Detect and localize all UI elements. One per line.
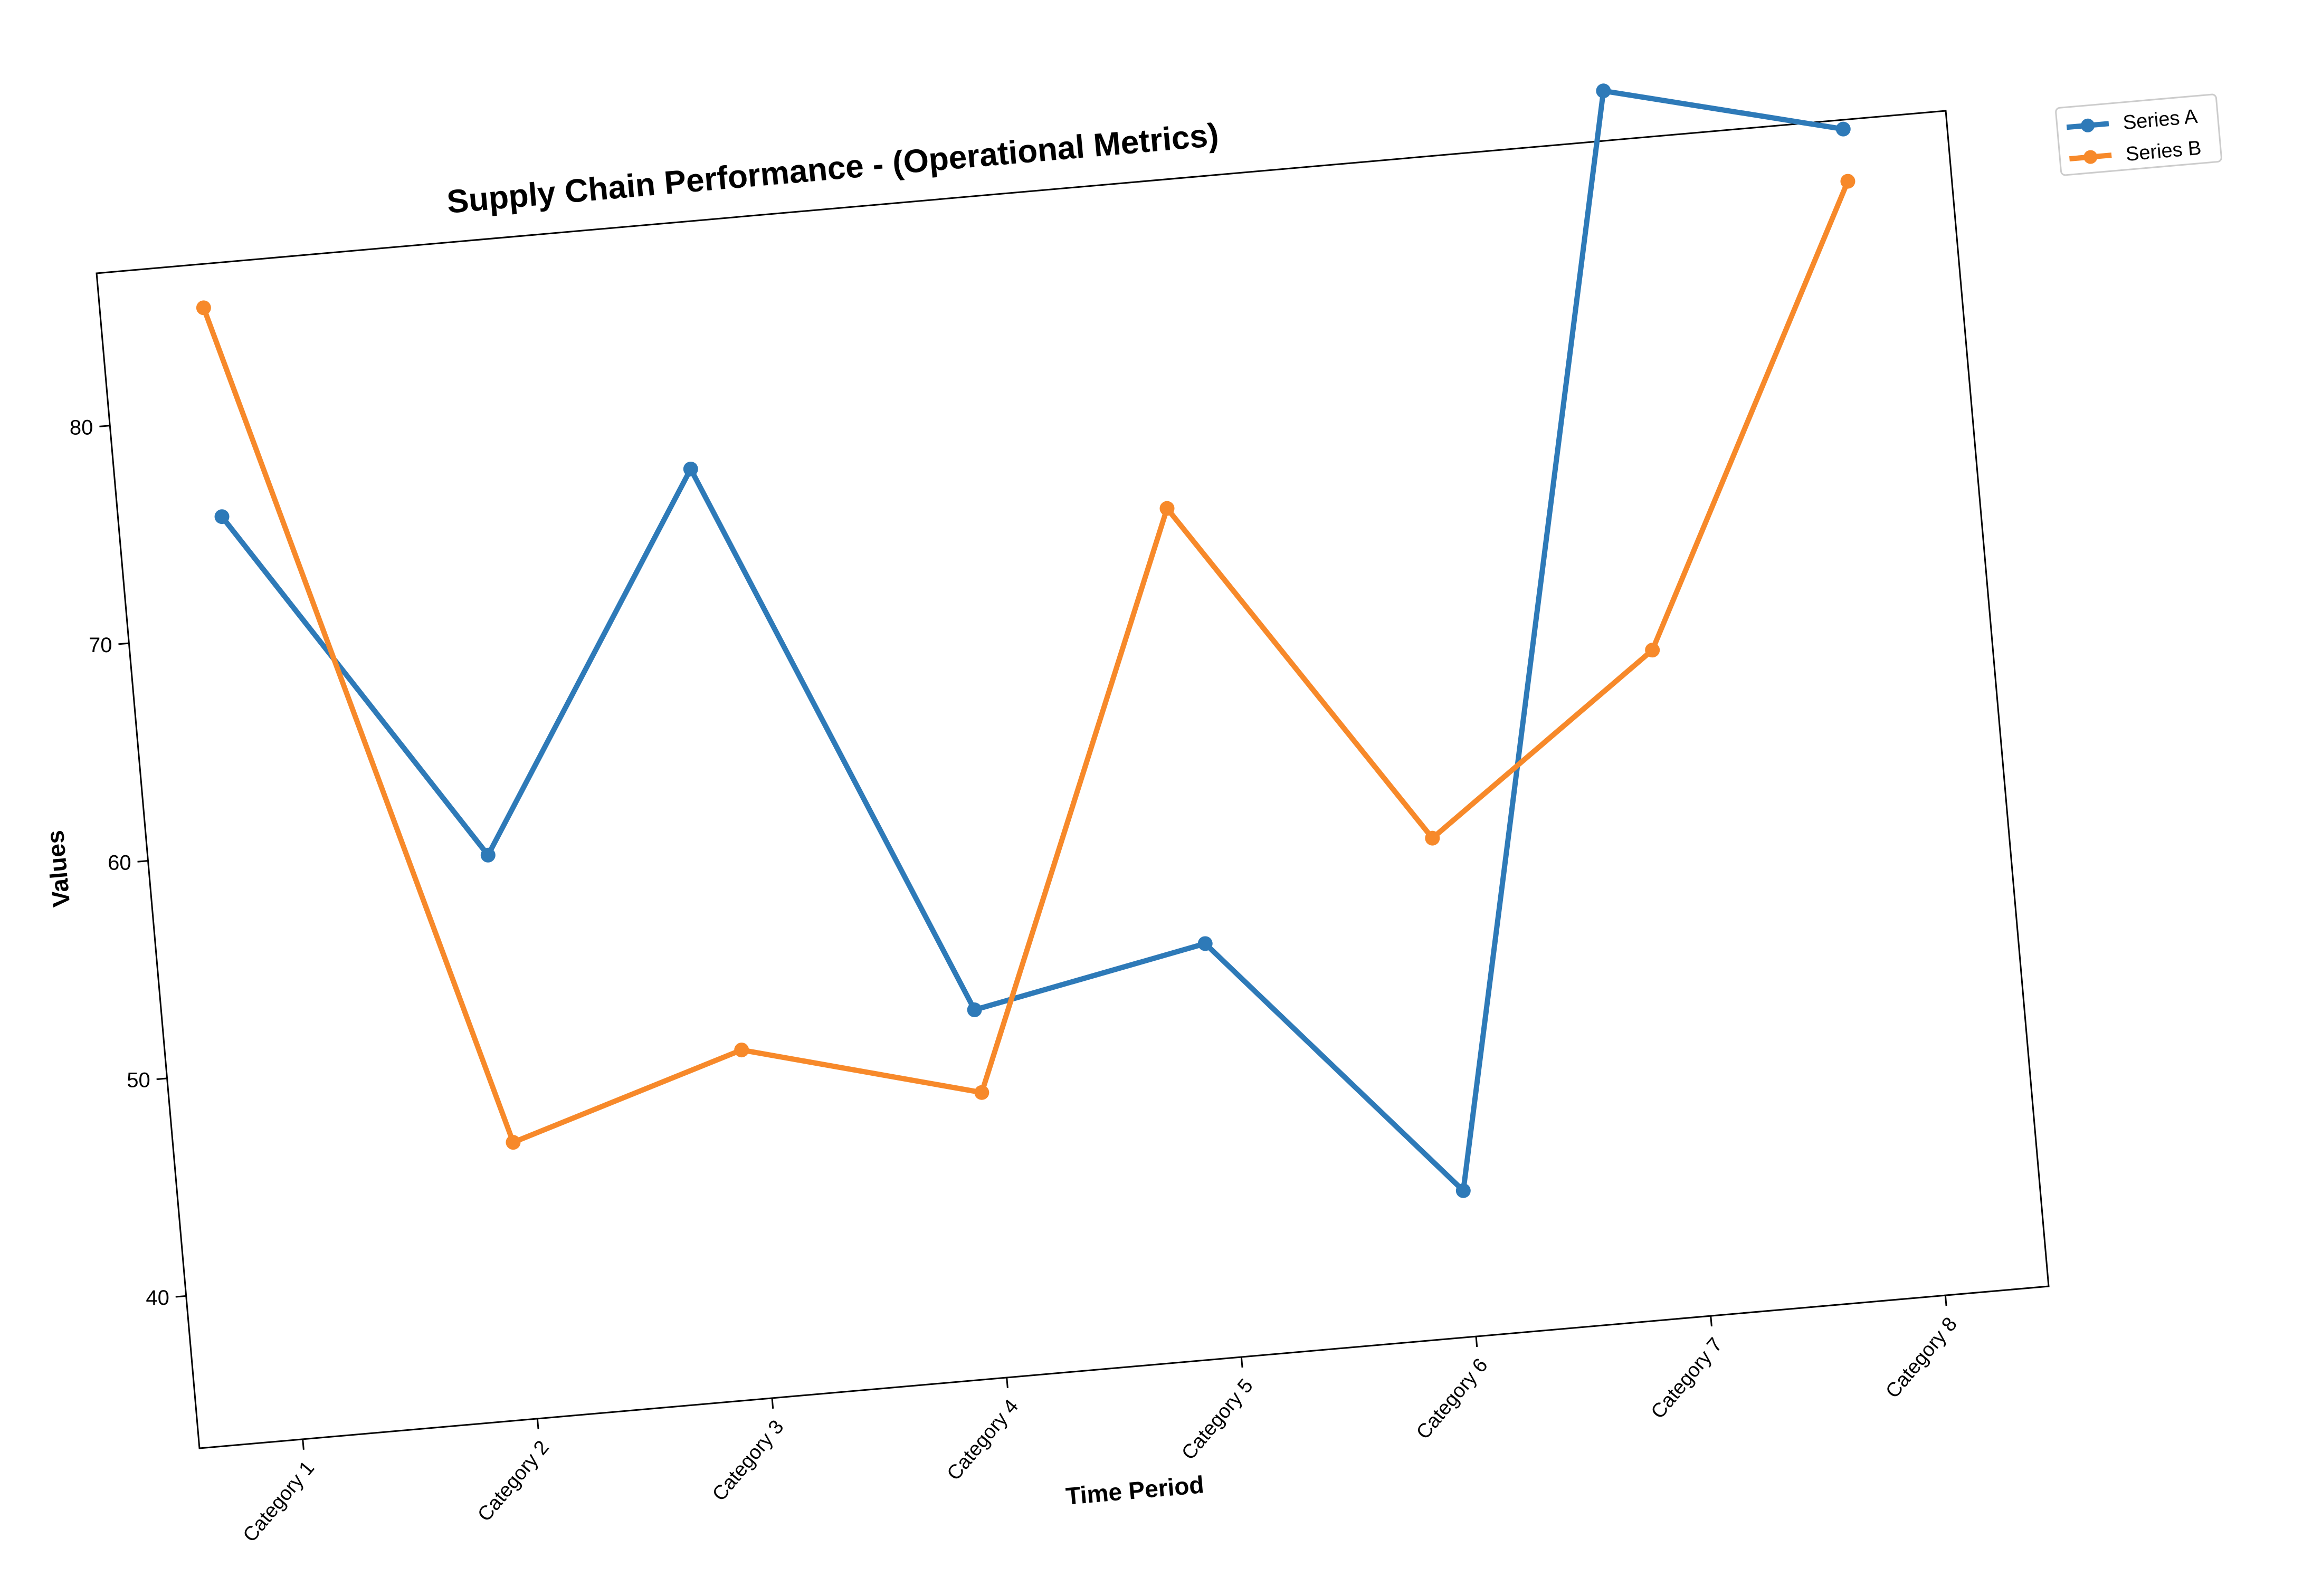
x-tick	[1006, 1377, 1008, 1389]
legend-marker	[2083, 150, 2098, 164]
data-point	[1159, 501, 1175, 516]
data-point	[506, 1135, 521, 1150]
axes-frame	[96, 110, 2050, 1449]
y-tick	[137, 860, 148, 863]
x-tick-label: Category 8	[1881, 1313, 1962, 1402]
x-tick-label: Category 7	[1647, 1334, 1727, 1423]
x-tick	[1944, 1295, 1947, 1306]
y-axis-label: Values	[41, 829, 75, 909]
y-tick-label: 60	[108, 851, 131, 874]
x-tick	[536, 1418, 539, 1429]
x-tick	[771, 1398, 774, 1409]
y-tick-label: 50	[127, 1069, 150, 1092]
x-tick	[1240, 1356, 1243, 1368]
series-line-1	[219, 88, 1846, 1193]
y-tick-label: 40	[146, 1286, 169, 1310]
data-point	[1645, 643, 1660, 658]
data-point	[1455, 1183, 1471, 1198]
data-point	[480, 847, 496, 863]
x-tick	[1710, 1315, 1712, 1327]
data-point	[214, 509, 230, 524]
y-tick-label: 70	[89, 634, 112, 657]
x-tick-label: Category 3	[708, 1416, 788, 1505]
data-point	[1835, 121, 1851, 137]
data-point	[1840, 174, 1855, 189]
x-tick	[1475, 1336, 1478, 1347]
data-point	[1425, 830, 1440, 846]
data-point	[734, 1043, 749, 1058]
y-tick	[99, 425, 110, 427]
chart-title: Supply Chain Performance - (Operational …	[445, 117, 1220, 221]
series-line-2	[201, 178, 1851, 1145]
data-point	[196, 300, 211, 316]
x-tick-label: Category 4	[943, 1396, 1023, 1485]
y-tick	[118, 642, 129, 645]
data-point	[1596, 83, 1611, 99]
data-point	[967, 1002, 982, 1018]
data-point	[683, 461, 698, 476]
y-tick-label: 80	[70, 416, 93, 439]
x-tick-label: Category 1	[239, 1457, 319, 1546]
legend-marker	[2081, 118, 2095, 132]
x-tick	[302, 1439, 304, 1450]
plot-area: Category 1 Category 2 Category 3 Category 4…	[70, 83, 2050, 1546]
data-point	[1197, 936, 1213, 951]
x-axis-label: Time Period	[1064, 1470, 1205, 1510]
x-tick-label: Category 6	[1412, 1354, 1492, 1444]
y-tick	[175, 1295, 186, 1298]
data-point	[974, 1085, 989, 1100]
x-tick-label: Category 5	[1177, 1375, 1258, 1464]
y-tick	[156, 1077, 167, 1081]
x-tick-label: Category 2	[473, 1437, 554, 1526]
